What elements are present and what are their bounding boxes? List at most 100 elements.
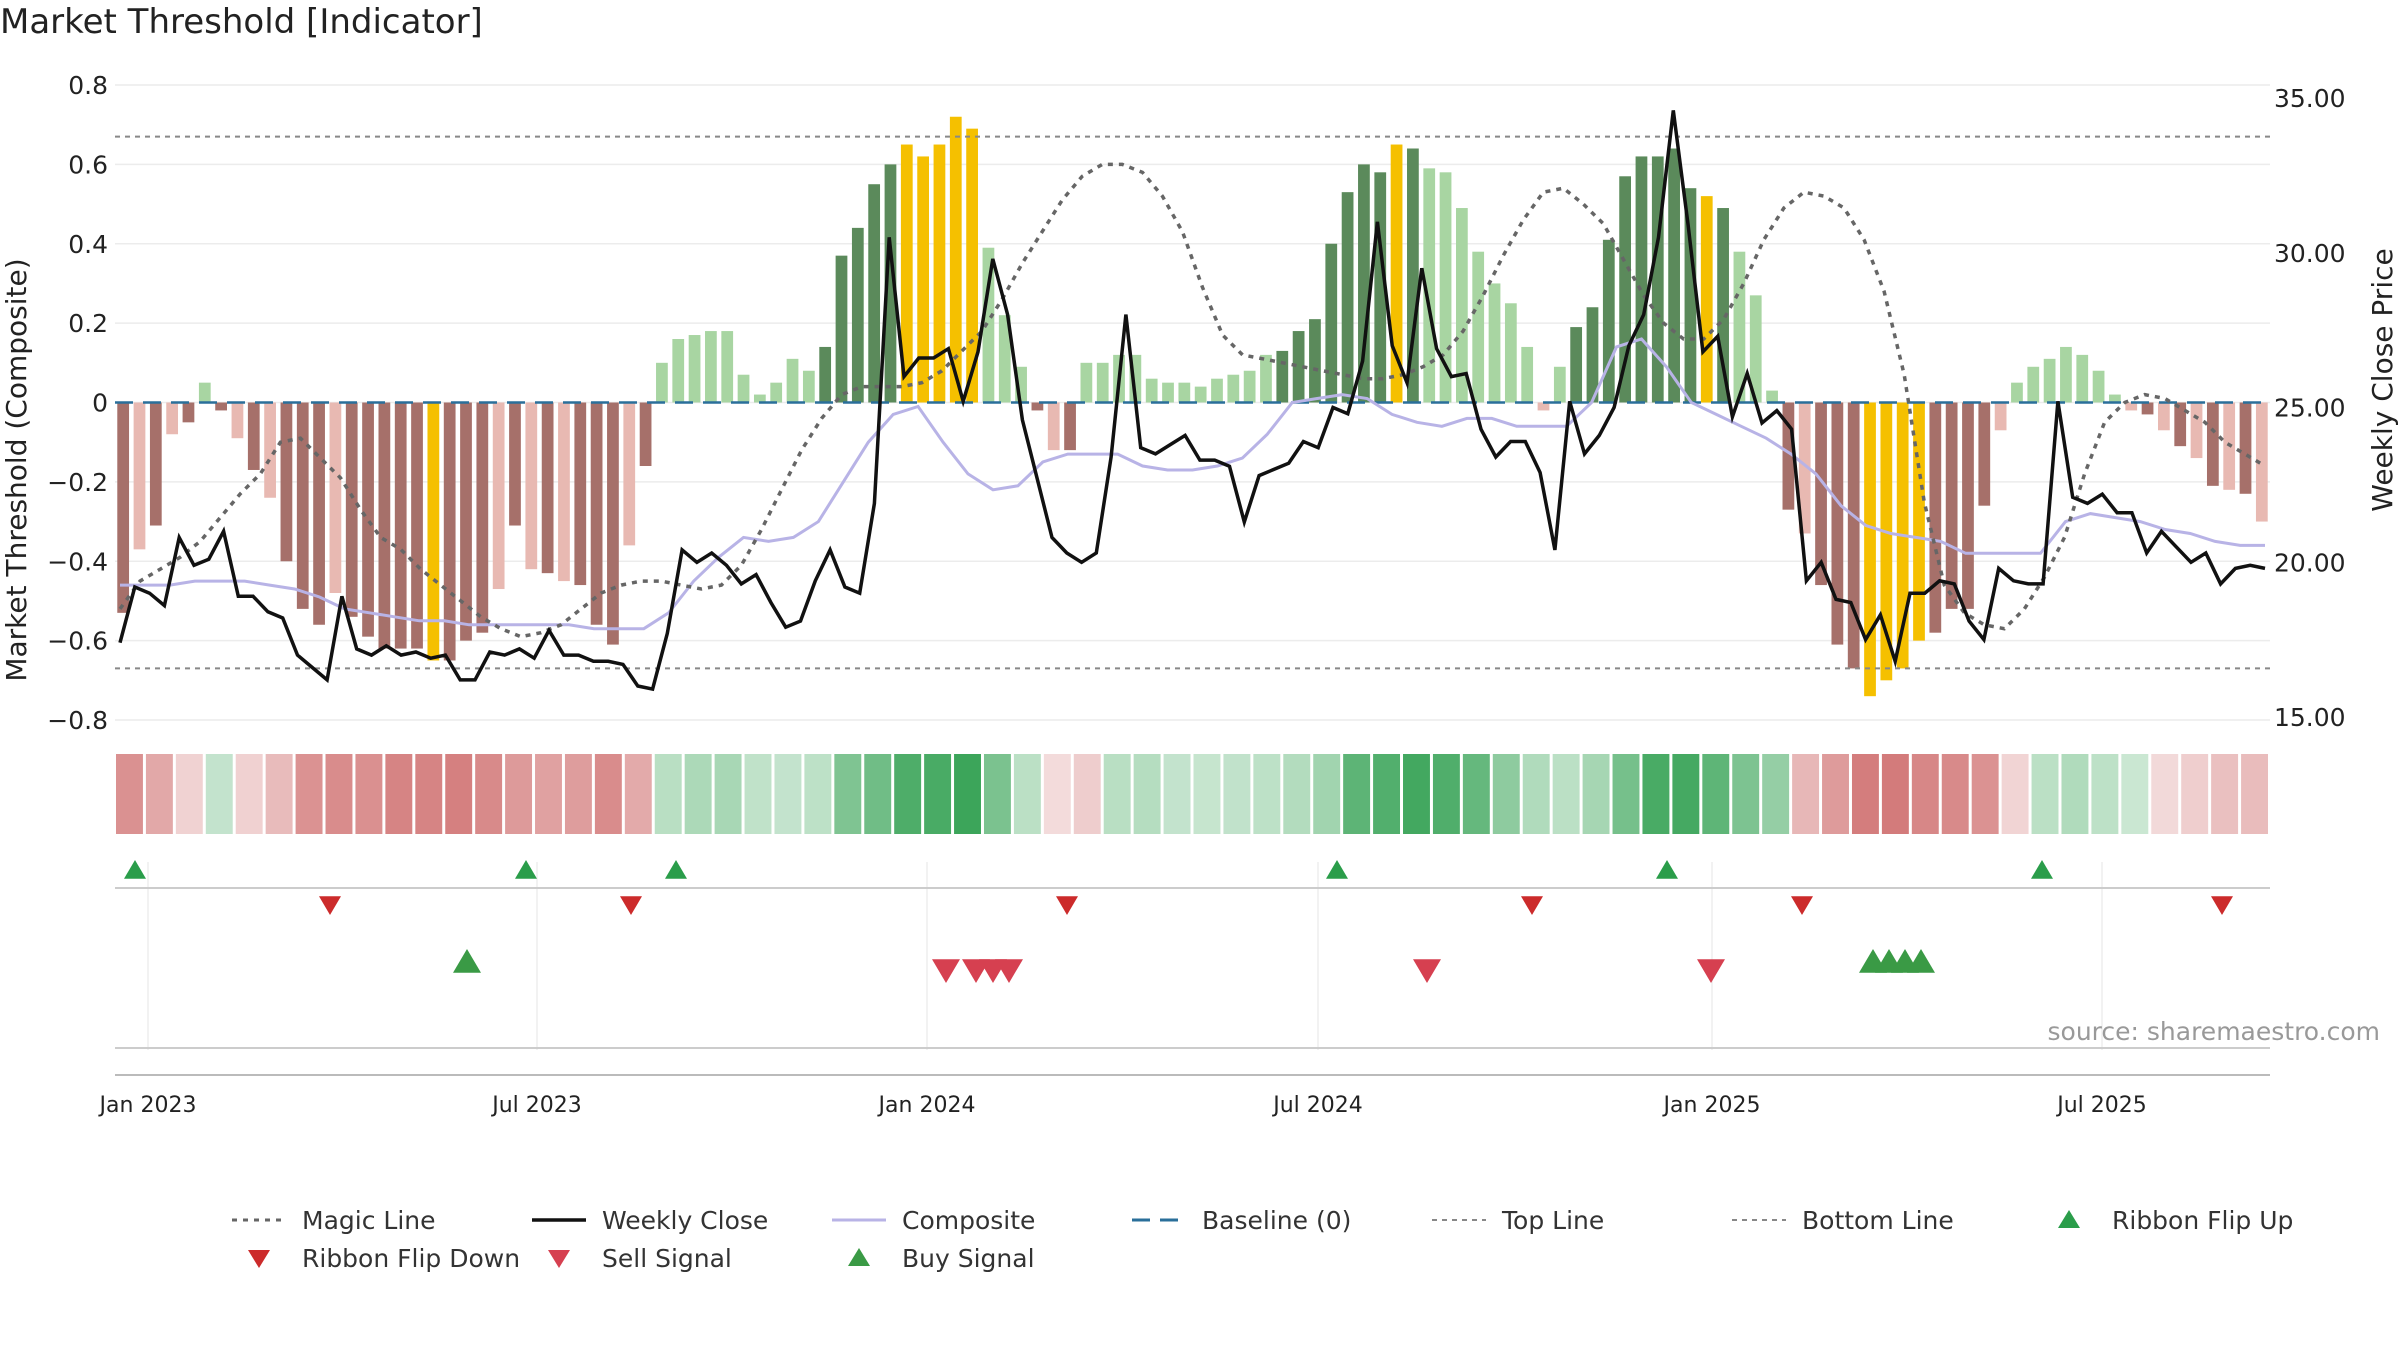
legend-item-buy: Buy Signal xyxy=(830,1240,1035,1276)
ribbon-cell xyxy=(2061,754,2089,834)
composite-bar xyxy=(2125,402,2138,411)
composite-bar xyxy=(215,402,227,411)
composite-bar xyxy=(182,402,195,423)
composite-bar xyxy=(443,402,456,661)
sell-signal-marker xyxy=(995,959,1023,983)
ribbon-cell xyxy=(1522,754,1550,834)
composite-bar xyxy=(378,402,391,649)
composite-bar xyxy=(1341,192,1354,403)
ribbon-cell xyxy=(535,754,562,834)
composite-bar xyxy=(1194,386,1207,403)
ribbon-cell xyxy=(1073,754,1101,834)
x-tick-label: Jul 2024 xyxy=(1271,1093,1363,1118)
composite-bar xyxy=(2158,402,2170,431)
ribbon-cell xyxy=(2211,754,2239,834)
composite-bar xyxy=(2239,402,2252,494)
x-tick-label: Jul 2023 xyxy=(490,1093,582,1118)
composite-bar xyxy=(1423,168,1436,403)
legend-label: Ribbon Flip Down xyxy=(302,1243,521,1273)
ribbon-cell xyxy=(894,754,922,834)
composite-bar xyxy=(1847,402,1860,669)
sell-signal-marker xyxy=(1413,959,1441,983)
legend-label: Baseline (0) xyxy=(1202,1205,1352,1235)
composite-bar xyxy=(1325,243,1338,403)
legend-item-sell: Sell Signal xyxy=(530,1240,732,1276)
composite-bar xyxy=(1978,402,1991,506)
legend-item-flip-up: Ribbon Flip Up xyxy=(2040,1202,2293,1238)
ribbon-cell xyxy=(145,754,173,834)
x-tick-label: Jan 2024 xyxy=(877,1093,976,1118)
ribbon-cell xyxy=(2151,754,2179,834)
ribbon-cell xyxy=(594,754,622,834)
y2-tick-label: 25.00 xyxy=(2274,394,2346,423)
source-label: source: sharemaestro.com xyxy=(2048,1017,2381,1046)
composite-bar xyxy=(1488,283,1501,403)
magic-line xyxy=(118,162,2266,639)
composite-bar xyxy=(1096,362,1109,403)
ribbon-cell xyxy=(564,754,592,834)
composite-bar xyxy=(280,402,293,562)
composite-bar xyxy=(786,358,799,403)
composite-bar xyxy=(721,331,734,403)
legend-item-composite: Composite xyxy=(830,1202,1035,1238)
composite-bar xyxy=(1292,331,1305,403)
ribbon-flip-down-marker xyxy=(620,896,642,915)
ribbon-cell xyxy=(415,754,443,834)
ribbon-cell xyxy=(924,754,952,834)
composite-bar xyxy=(998,315,1011,403)
ribbon-cell xyxy=(2241,754,2268,834)
ribbon-flip-up-marker xyxy=(1326,860,1348,879)
legend-label: Buy Signal xyxy=(902,1243,1035,1273)
legend-label: Top Line xyxy=(1502,1205,1605,1235)
composite-bar xyxy=(819,346,832,403)
ribbon-cell xyxy=(954,754,981,834)
y-tick-label: 0.6 xyxy=(68,150,108,179)
composite-bar xyxy=(672,339,685,403)
ribbon-cell xyxy=(983,754,1011,834)
y-tick-label: −0.2 xyxy=(47,468,108,497)
ribbon-cell xyxy=(2091,754,2119,834)
composite-bar xyxy=(460,402,472,641)
x-tick-label: Jan 2025 xyxy=(1662,1093,1761,1118)
composite-bar xyxy=(1864,402,1876,697)
composite-bar xyxy=(1374,172,1387,403)
composite-bars xyxy=(117,116,2268,697)
composite-bar xyxy=(1080,362,1093,403)
ribbon-flip-up-marker xyxy=(665,860,687,879)
composite-bar xyxy=(411,402,423,649)
composite-bar xyxy=(1929,402,1942,633)
composite-bar xyxy=(1260,354,1272,403)
composite-bar xyxy=(558,402,570,582)
y-tick-label: −0.8 xyxy=(47,706,108,735)
composite-bar xyxy=(394,402,407,649)
ribbon-cell xyxy=(1881,754,1909,834)
ribbon-cell xyxy=(1792,754,1820,834)
composite-bar xyxy=(1782,402,1795,510)
composite-bar xyxy=(525,402,538,570)
ribbon-cell xyxy=(1612,754,1640,834)
y2-axis-label: Weekly Close Price xyxy=(2366,248,2399,511)
composite-bar xyxy=(117,402,130,613)
ribbon-cell xyxy=(774,754,802,834)
ribbon-cell xyxy=(1552,754,1580,834)
ribbon-flip-down-marker xyxy=(319,896,341,915)
ribbon-cell xyxy=(834,754,862,834)
legend-label: Ribbon Flip Up xyxy=(2112,1205,2294,1235)
composite-bar xyxy=(1994,402,2007,431)
composite-bar xyxy=(427,402,440,661)
ribbon-cell xyxy=(1941,754,1969,834)
ribbon-cell xyxy=(1013,754,1041,834)
composite-bar xyxy=(949,116,962,403)
ribbon-cell xyxy=(654,754,682,834)
ribbon-cell xyxy=(744,754,772,834)
chart-title: Market Threshold [Indicator] xyxy=(0,2,483,42)
ribbon-cell xyxy=(1582,754,1610,834)
composite-bar xyxy=(1962,402,1974,609)
composite-bar xyxy=(737,374,750,403)
legend: Magic Line Weekly Close Composite Baseline … xyxy=(230,1202,2380,1282)
ribbon-cell xyxy=(804,754,832,834)
composite-bar xyxy=(574,402,587,586)
composite-bar xyxy=(917,156,930,403)
composite-bar xyxy=(1227,374,1240,403)
